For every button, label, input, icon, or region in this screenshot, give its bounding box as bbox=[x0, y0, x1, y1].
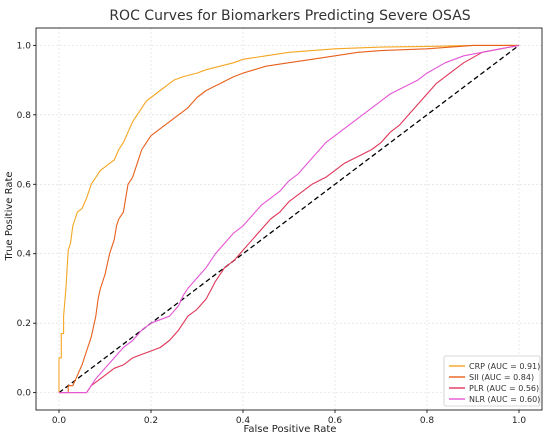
legend-entry-label: NLR (AUC = 0.60) bbox=[469, 395, 540, 404]
legend-box bbox=[443, 355, 541, 407]
series-line-plr bbox=[59, 44, 520, 394]
y-tick-label: 0.8 bbox=[17, 111, 32, 121]
x-tick-label: 1.0 bbox=[512, 416, 527, 426]
x-tick-label: 0.4 bbox=[236, 416, 251, 426]
x-tick-label: 0.6 bbox=[328, 416, 343, 426]
series-line-sii bbox=[59, 44, 519, 394]
x-axis-ticks: 0.0 0.2 0.4 0.6 0.8 1.0 bbox=[52, 410, 527, 426]
series-line-nlr bbox=[59, 44, 520, 394]
x-axis-label: False Positive Rate bbox=[244, 424, 337, 435]
legend-entry-label: SII (AUC = 0.84) bbox=[469, 373, 534, 382]
legend-entry-label: PLR (AUC = 0.56) bbox=[469, 384, 539, 393]
random-classifier-reference-line bbox=[58, 44, 520, 394]
plot-frame bbox=[35, 27, 543, 411]
y-tick-label: 0.6 bbox=[17, 180, 32, 190]
y-tick-label: 0.2 bbox=[17, 319, 31, 329]
y-tick-label: 1.0 bbox=[17, 41, 32, 51]
series-line-crp bbox=[58, 44, 519, 393]
x-tick-label: 0.2 bbox=[144, 416, 158, 426]
chart-title: ROC Curves for Biomarkers Predicting Sev… bbox=[109, 8, 470, 24]
series-layer bbox=[58, 44, 520, 394]
y-tick-label: 0.0 bbox=[17, 389, 32, 399]
x-tick-label: 0.8 bbox=[420, 416, 435, 426]
y-tick-label: 0.4 bbox=[17, 250, 32, 260]
y-axis-label: True Positive Rate bbox=[4, 171, 15, 261]
legend: CRP (AUC = 0.91) SII (AUC = 0.84) PLR (AUC… bbox=[443, 355, 541, 407]
y-axis-ticks: 0.0 0.2 0.4 0.6 0.8 1.0 bbox=[17, 41, 36, 399]
legend-entry-label: CRP (AUC = 0.91) bbox=[469, 362, 540, 371]
x-tick-label: 0.0 bbox=[52, 416, 67, 426]
legend-items: CRP (AUC = 0.91) SII (AUC = 0.84) PLR (AUC… bbox=[449, 362, 540, 404]
